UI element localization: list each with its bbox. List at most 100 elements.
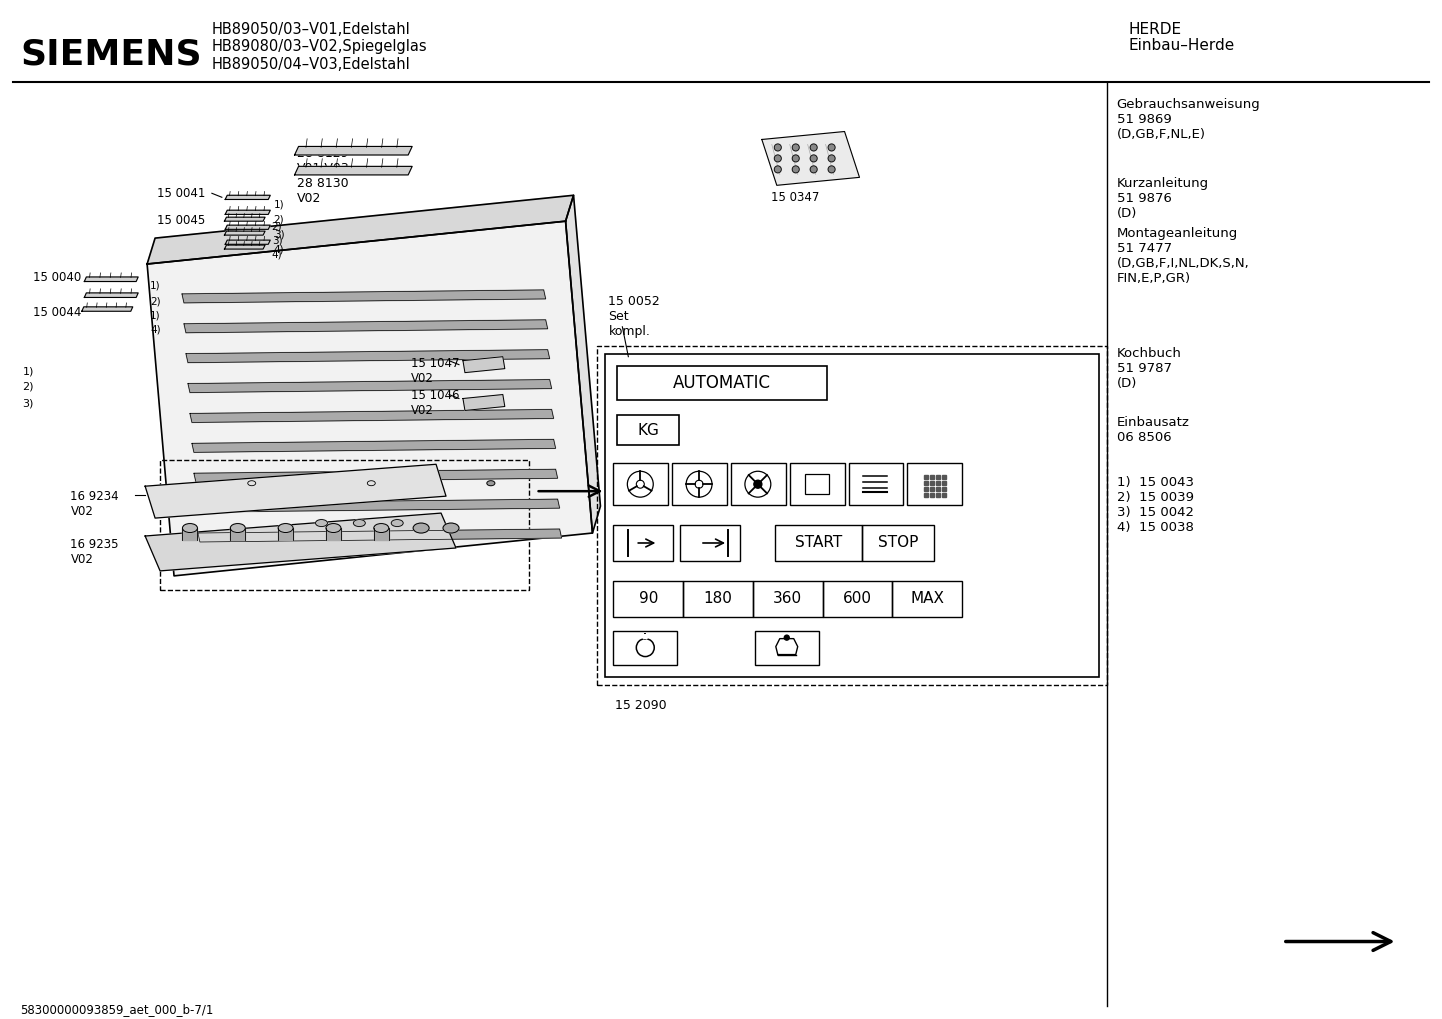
Text: Einbau–Herde: Einbau–Herde <box>1129 38 1234 53</box>
Polygon shape <box>225 217 265 221</box>
Ellipse shape <box>248 481 255 486</box>
Text: Kurzanleitung
51 9876
(D): Kurzanleitung 51 9876 (D) <box>1116 177 1208 220</box>
Bar <box>924 475 929 479</box>
Polygon shape <box>82 307 133 311</box>
Ellipse shape <box>373 524 389 533</box>
Text: 2): 2) <box>274 214 284 224</box>
Polygon shape <box>85 292 138 298</box>
Bar <box>936 475 940 479</box>
Text: 180: 180 <box>704 591 733 606</box>
Polygon shape <box>146 514 456 571</box>
Polygon shape <box>294 166 412 175</box>
Text: 1)  15 0043
2)  15 0039
3)  15 0042
4)  15 0038: 1) 15 0043 2) 15 0039 3) 15 0042 4) 15 0… <box>1116 476 1194 534</box>
Polygon shape <box>195 470 558 482</box>
Ellipse shape <box>391 520 404 527</box>
Text: 15 1047
V02: 15 1047 V02 <box>411 357 460 385</box>
Polygon shape <box>147 196 574 264</box>
Bar <box>942 481 946 485</box>
Polygon shape <box>185 320 548 333</box>
Bar <box>862 525 934 560</box>
Text: 360: 360 <box>773 591 802 606</box>
Text: MAX: MAX <box>910 591 945 606</box>
Bar <box>681 525 740 560</box>
Bar <box>606 354 1099 678</box>
Text: 4): 4) <box>271 249 283 259</box>
Bar <box>613 525 673 560</box>
Bar <box>183 528 198 540</box>
Text: SIEMENS: SIEMENS <box>20 38 202 71</box>
Bar <box>774 525 862 560</box>
Text: 1): 1) <box>274 200 284 209</box>
Text: 2): 2) <box>271 221 283 231</box>
Circle shape <box>754 480 761 488</box>
Bar <box>278 528 293 540</box>
Text: 1): 1) <box>150 281 160 291</box>
Circle shape <box>792 155 799 162</box>
Polygon shape <box>147 221 593 576</box>
Bar <box>924 493 929 497</box>
Text: Kochbuch
51 9787
(D): Kochbuch 51 9787 (D) <box>1116 346 1181 389</box>
Ellipse shape <box>487 481 495 486</box>
Bar <box>231 528 245 540</box>
Polygon shape <box>182 290 545 303</box>
Polygon shape <box>225 246 265 249</box>
Bar <box>790 464 845 505</box>
Polygon shape <box>565 196 600 533</box>
Text: 2): 2) <box>150 297 160 307</box>
Circle shape <box>792 144 799 151</box>
Polygon shape <box>196 499 559 513</box>
Bar <box>326 528 340 540</box>
Text: 4): 4) <box>274 245 284 254</box>
Text: 15 0041: 15 0041 <box>157 187 205 201</box>
Ellipse shape <box>278 524 293 533</box>
Bar <box>684 581 753 616</box>
Circle shape <box>774 166 782 173</box>
Ellipse shape <box>414 523 430 533</box>
Bar <box>754 631 819 664</box>
Polygon shape <box>190 410 554 423</box>
Ellipse shape <box>642 635 649 639</box>
Ellipse shape <box>316 520 327 527</box>
Polygon shape <box>225 210 270 214</box>
Circle shape <box>792 166 799 173</box>
Polygon shape <box>225 231 265 235</box>
Polygon shape <box>85 277 138 281</box>
Polygon shape <box>225 240 270 245</box>
Bar <box>822 581 893 616</box>
Circle shape <box>774 144 782 151</box>
Text: 58300000093859_aet_000_b-7/1: 58300000093859_aet_000_b-7/1 <box>20 1004 213 1016</box>
Text: 3): 3) <box>271 235 283 246</box>
Bar <box>617 366 826 399</box>
Text: HERDE: HERDE <box>1129 22 1181 37</box>
Bar <box>753 581 822 616</box>
Text: 15 0052
Set
kompl.: 15 0052 Set kompl. <box>609 294 660 338</box>
Text: 90: 90 <box>639 591 658 606</box>
Polygon shape <box>225 196 270 200</box>
Bar <box>924 481 929 485</box>
Bar <box>893 581 962 616</box>
Polygon shape <box>225 225 270 229</box>
Polygon shape <box>463 357 505 373</box>
Polygon shape <box>186 350 549 363</box>
Bar <box>930 481 934 485</box>
Text: 15 1046
V02: 15 1046 V02 <box>411 388 460 417</box>
Bar <box>805 474 829 494</box>
Text: 16 9234
V02: 16 9234 V02 <box>71 490 120 519</box>
Text: 1): 1) <box>150 311 160 321</box>
Circle shape <box>810 144 818 151</box>
Circle shape <box>828 166 835 173</box>
Bar <box>936 487 940 491</box>
Ellipse shape <box>368 481 375 486</box>
Bar <box>930 493 934 497</box>
Text: 15 0040: 15 0040 <box>33 271 81 284</box>
Bar <box>617 416 679 445</box>
Bar <box>373 528 389 540</box>
Bar <box>597 345 1106 686</box>
Text: Gebrauchsanweisung
51 9869
(D,GB,F,NL,E): Gebrauchsanweisung 51 9869 (D,GB,F,NL,E) <box>1116 98 1260 141</box>
Text: Einbausatz
06 8506: Einbausatz 06 8506 <box>1116 417 1190 444</box>
Ellipse shape <box>443 523 459 533</box>
Bar <box>930 475 934 479</box>
Text: 4): 4) <box>150 325 160 335</box>
Bar <box>936 493 940 497</box>
Text: AUTOMATIC: AUTOMATIC <box>673 374 771 391</box>
